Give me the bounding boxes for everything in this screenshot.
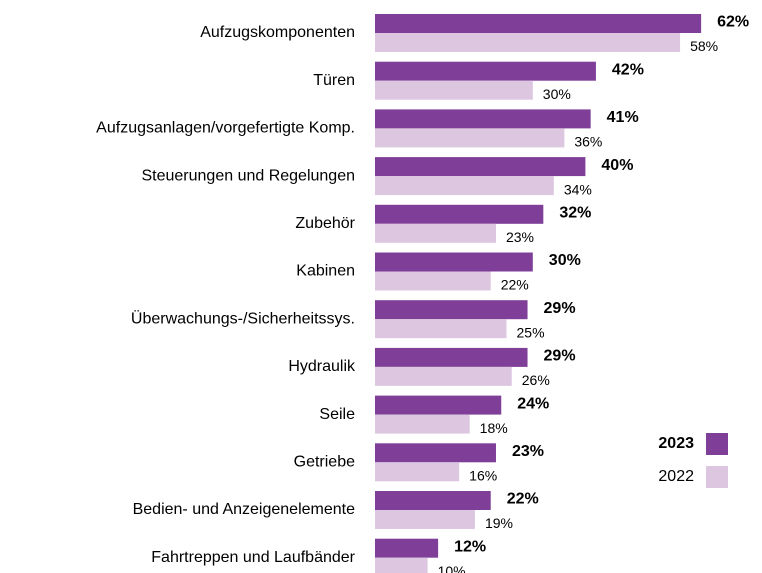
legend-swatch (706, 466, 728, 488)
bar (375, 14, 702, 33)
bar (375, 252, 533, 272)
bar (375, 414, 470, 434)
bar (375, 395, 502, 415)
bar (375, 61, 596, 81)
value-label: 26% (522, 372, 550, 388)
bar (375, 510, 475, 529)
value-label: 24% (517, 395, 549, 412)
bar (375, 128, 565, 148)
bar (375, 157, 586, 177)
value-label: 10% (438, 563, 466, 573)
value-label: 34% (564, 181, 592, 197)
value-label: 30% (549, 252, 581, 269)
bar (375, 33, 681, 52)
value-label: 23% (506, 229, 534, 245)
category-label: Getriebe (294, 454, 355, 471)
legend-swatch (706, 433, 728, 455)
bar (375, 491, 491, 510)
bar (375, 557, 428, 573)
bar (375, 176, 554, 196)
legend-label: 2022 (658, 468, 694, 485)
category-label: Zubehör (295, 215, 355, 232)
bar (375, 462, 460, 482)
value-label: 19% (485, 515, 513, 531)
value-label: 25% (517, 324, 545, 340)
category-label: Aufzugskomponenten (200, 24, 355, 41)
value-label: 16% (469, 468, 497, 484)
value-label: 29% (544, 300, 576, 317)
value-label: 32% (559, 205, 591, 222)
category-label: Hydraulik (288, 358, 356, 375)
value-label: 41% (607, 109, 639, 126)
value-label: 22% (501, 277, 529, 293)
bar (375, 109, 591, 129)
bar (375, 319, 507, 339)
category-label: Kabinen (296, 263, 355, 280)
legend-label: 2023 (658, 435, 694, 452)
value-label: 22% (507, 491, 539, 508)
category-label: Bedien- und Anzeigenelemente (133, 501, 355, 518)
category-label: Fahrtreppen und Laufbänder (151, 549, 355, 566)
bar (375, 80, 533, 100)
bar (375, 223, 496, 243)
value-label: 30% (543, 86, 571, 102)
category-label: Steuerungen und Regelungen (141, 167, 355, 184)
value-label: 62% (717, 14, 749, 31)
value-label: 18% (480, 420, 508, 436)
bar (375, 271, 491, 291)
value-label: 12% (454, 538, 486, 555)
value-label: 58% (690, 38, 718, 54)
bar (375, 443, 496, 463)
category-label: Aufzugsanlagen/vorgefertigte Komp. (96, 120, 355, 137)
bar (375, 538, 439, 558)
category-label: Seile (319, 406, 355, 423)
bar (375, 204, 544, 224)
value-label: 40% (601, 157, 633, 174)
bar (375, 300, 528, 320)
bar (375, 366, 512, 386)
value-label: 23% (512, 443, 544, 460)
category-label: Türen (313, 72, 355, 89)
bar (375, 347, 528, 367)
value-label: 36% (574, 134, 602, 150)
value-label: 29% (544, 348, 576, 365)
value-label: 42% (612, 61, 644, 78)
category-label: Überwachungs-/Sicherheitssys. (131, 309, 355, 327)
